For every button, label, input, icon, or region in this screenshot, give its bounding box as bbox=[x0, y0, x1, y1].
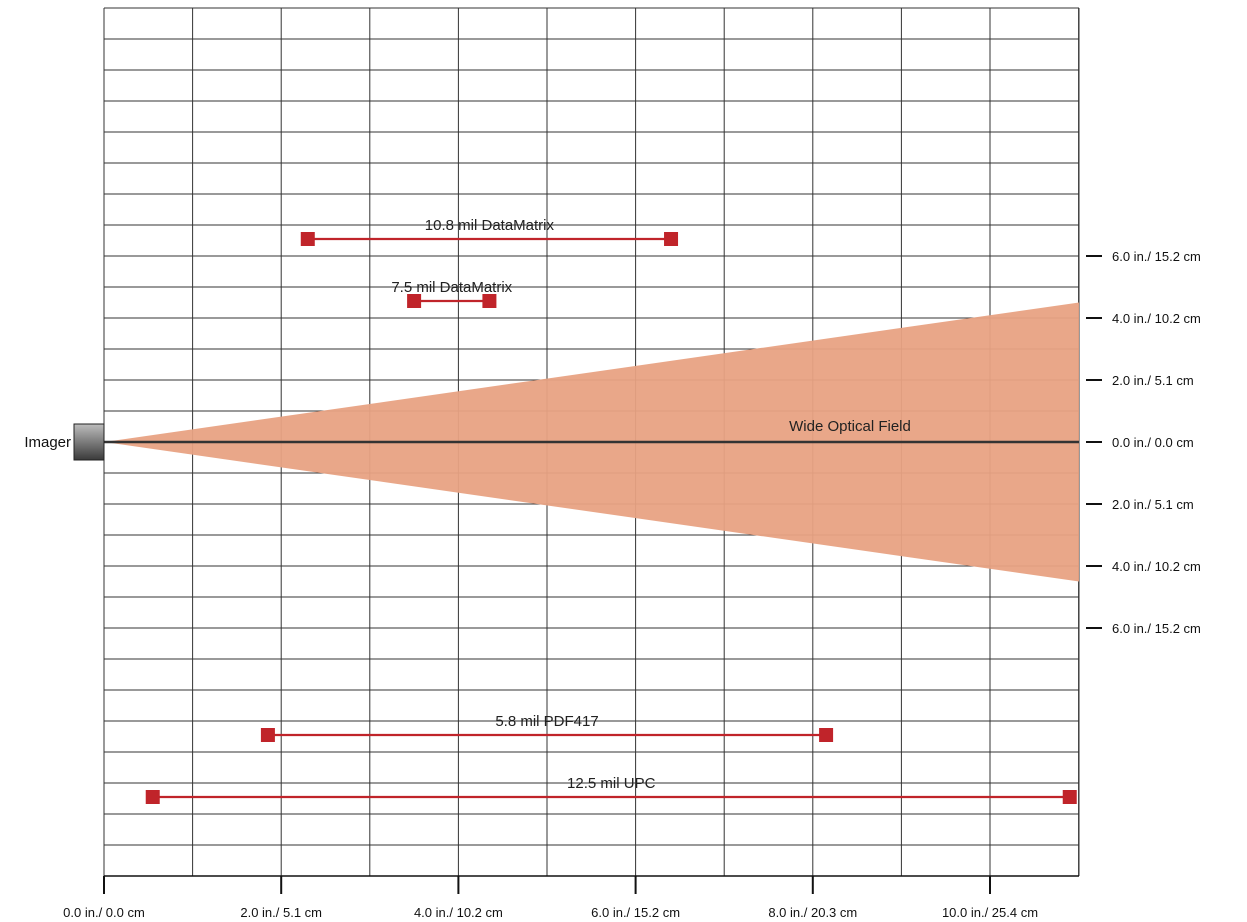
read-range: 10.8 mil DataMatrix bbox=[300, 217, 679, 246]
read-range-label: 7.5 mil DataMatrix bbox=[391, 279, 512, 296]
read-ranges: 10.8 mil DataMatrix 7.5 mil DataMatrix 5.8… bbox=[145, 217, 1077, 804]
read-range: 5.8 mil PDF417 bbox=[260, 713, 834, 742]
y-axis: 6.0 in./ 15.2 cm 4.0 in./ 10.2 cm 2.0 in./… bbox=[1086, 249, 1201, 636]
x-axis-tick-label: 4.0 in./ 10.2 cm bbox=[414, 905, 503, 920]
x-axis: 0.0 in./ 0.0 cm 2.0 in./ 5.1 cm 4.0 in./ 1… bbox=[63, 875, 1079, 920]
read-range: 7.5 mil DataMatrix bbox=[391, 279, 513, 308]
read-range-start-marker bbox=[145, 790, 160, 804]
y-axis-tick-label: 4.0 in./ 10.2 cm bbox=[1112, 311, 1201, 326]
y-axis-tick-label: 0.0 in./ 0.0 cm bbox=[1112, 435, 1194, 450]
x-axis-tick-label: 10.0 in./ 25.4 cm bbox=[942, 905, 1038, 920]
y-axis-tick-label: 2.0 in./ 5.1 cm bbox=[1112, 373, 1194, 388]
read-range-label: 10.8 mil DataMatrix bbox=[425, 217, 555, 234]
y-axis-tick-label: 6.0 in./ 15.2 cm bbox=[1112, 621, 1201, 636]
read-range-start-marker bbox=[407, 294, 422, 308]
imager-label: Imager bbox=[24, 434, 71, 451]
y-axis-tick-label: 6.0 in./ 15.2 cm bbox=[1112, 249, 1201, 264]
read-range-end-marker bbox=[482, 294, 497, 308]
y-axis-tick-label: 4.0 in./ 10.2 cm bbox=[1112, 559, 1201, 574]
x-axis-tick-label: 0.0 in./ 0.0 cm bbox=[63, 905, 145, 920]
read-range-label: 12.5 mil UPC bbox=[567, 775, 656, 792]
read-range-end-marker bbox=[1062, 790, 1077, 804]
read-range-start-marker bbox=[300, 232, 315, 246]
read-range-start-marker bbox=[260, 728, 275, 742]
read-range-end-marker bbox=[664, 232, 679, 246]
wide-optical-field-label: Wide Optical Field bbox=[789, 418, 911, 435]
x-axis-tick-label: 2.0 in./ 5.1 cm bbox=[240, 905, 322, 920]
imager-icon bbox=[73, 423, 105, 461]
x-axis-tick-label: 6.0 in./ 15.2 cm bbox=[591, 905, 680, 920]
read-range-end-marker bbox=[819, 728, 834, 742]
read-range: 12.5 mil UPC bbox=[145, 775, 1077, 804]
y-axis-tick-label: 2.0 in./ 5.1 cm bbox=[1112, 497, 1194, 512]
x-axis-tick-label: 8.0 in./ 20.3 cm bbox=[768, 905, 857, 920]
read-range-label: 5.8 mil PDF417 bbox=[495, 713, 598, 730]
